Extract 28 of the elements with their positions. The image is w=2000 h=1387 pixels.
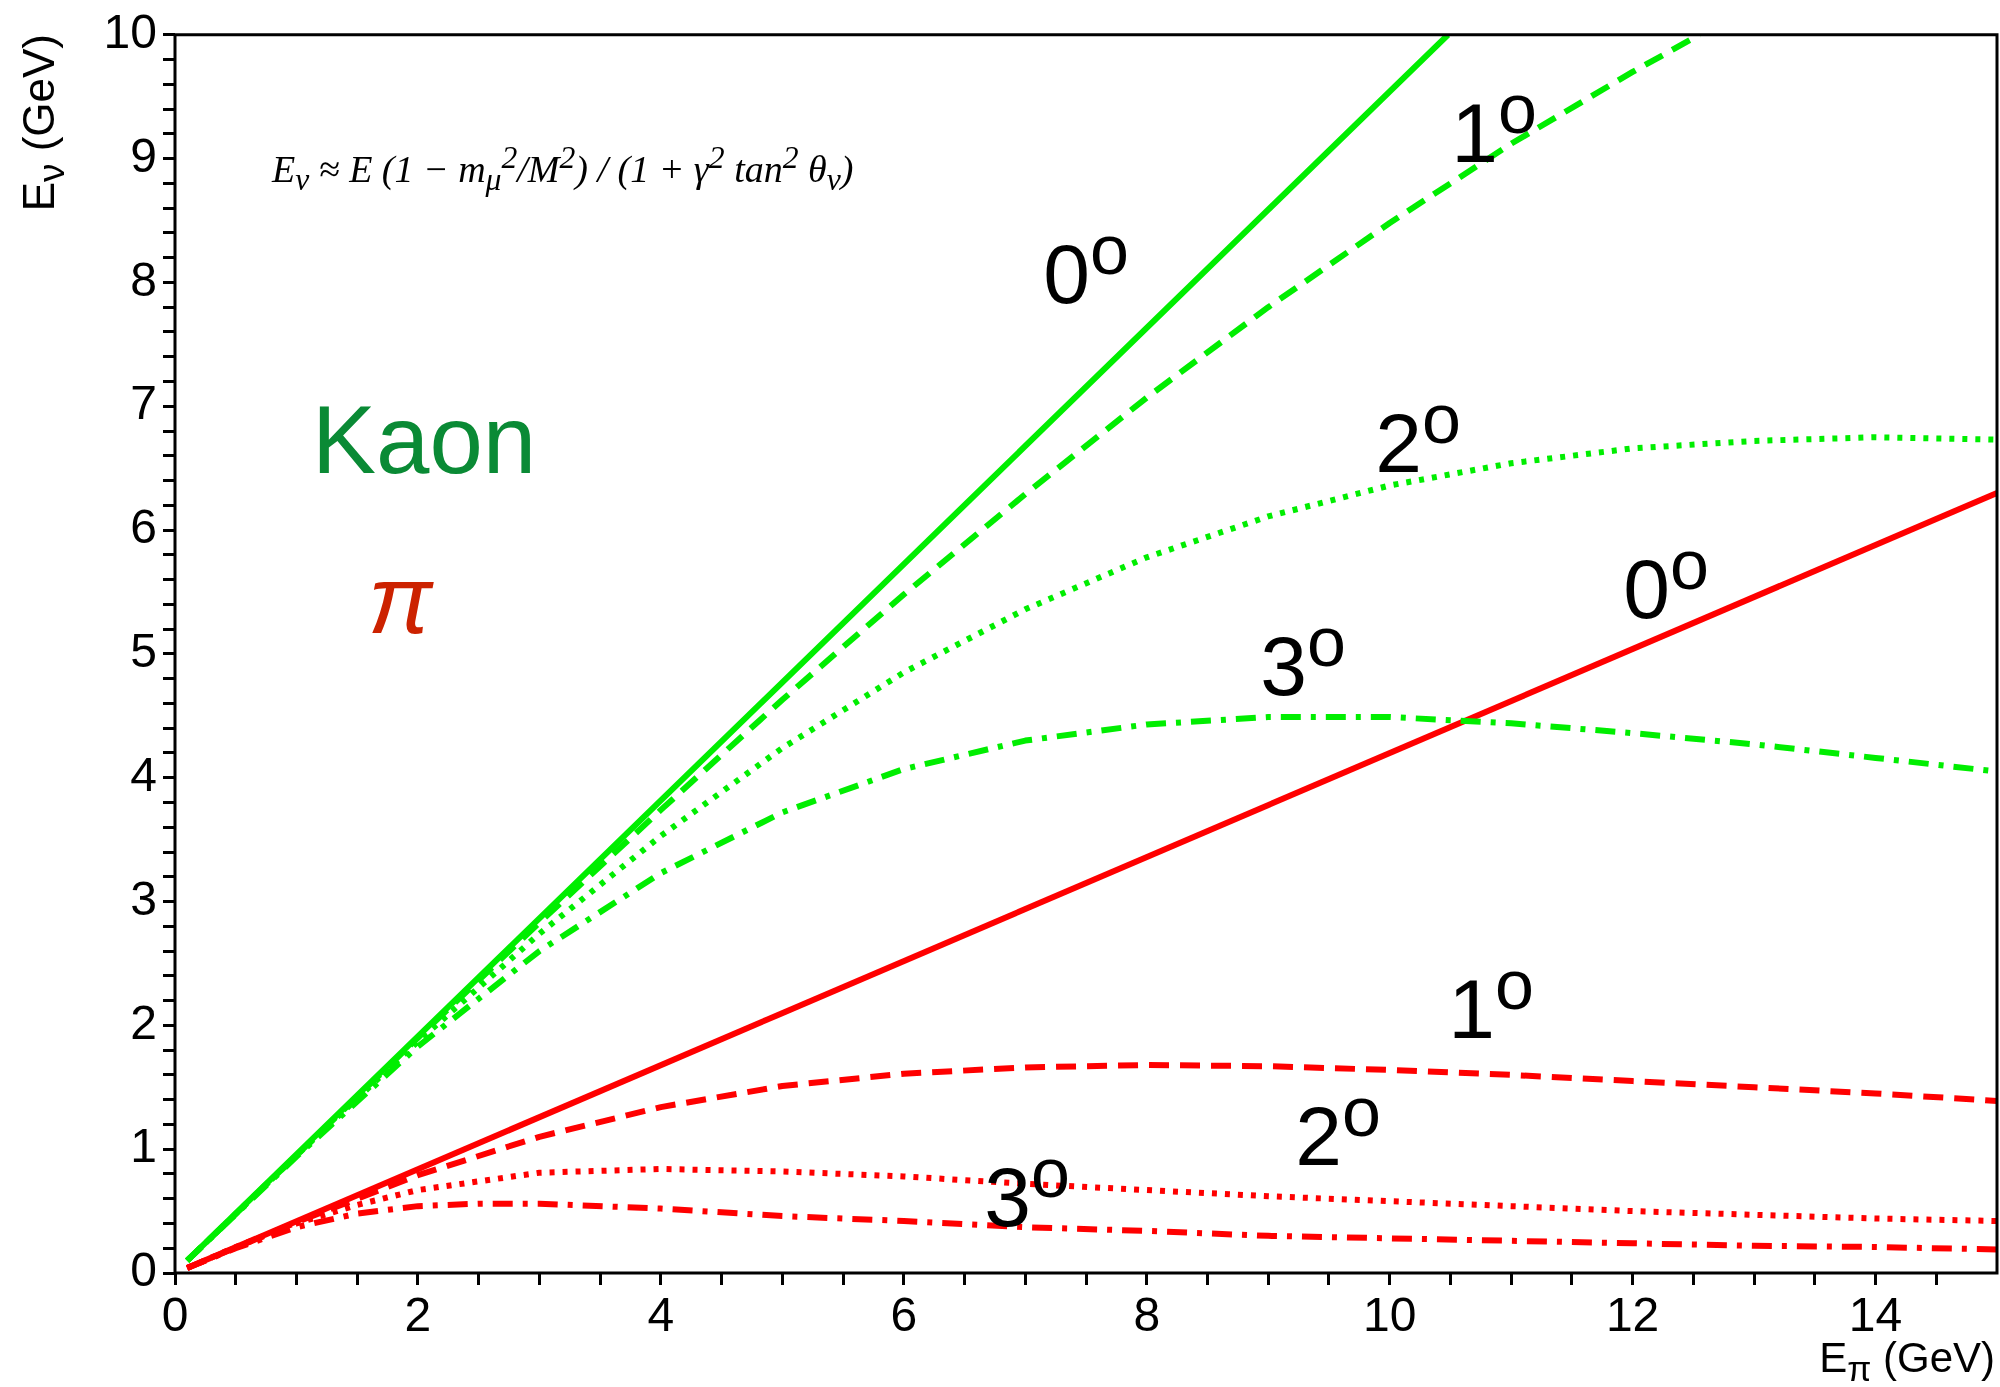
y-tick-label: 5 bbox=[130, 624, 157, 678]
y-tick-label: 6 bbox=[130, 500, 157, 554]
annotation: 2$^{o}$ bbox=[1375, 379, 1461, 490]
x-tick-label: 10 bbox=[1362, 1288, 1417, 1342]
x-tick-label: 6 bbox=[890, 1288, 918, 1342]
annotation: 0$^{o}$ bbox=[1623, 525, 1709, 636]
y-tick-label: 7 bbox=[130, 376, 157, 430]
annotation: 1$^{o}$ bbox=[1448, 945, 1534, 1056]
y-tick-label: 3 bbox=[130, 871, 157, 925]
y-tick-label: 2 bbox=[130, 995, 157, 1049]
annotation: 0$^{o}$ bbox=[1043, 210, 1129, 321]
text: E$_{ν}$ ≈ E (1 − m$_{μ}$$^{2}$/M$^{2}$) / (1 + γ$^{2}$ tan$^{2}$ θ$_{ν}$) bbox=[272, 140, 854, 198]
annotation: 3$^{o}$ bbox=[984, 1133, 1070, 1244]
y-tick-label: 8 bbox=[130, 252, 157, 306]
annotation: π bbox=[368, 545, 433, 655]
x-tick-label: 12 bbox=[1605, 1288, 1660, 1342]
y-tick-label: 0 bbox=[130, 1243, 157, 1297]
annotation: 1$^{o}$ bbox=[1451, 69, 1537, 180]
annotation: 2$^{o}$ bbox=[1295, 1072, 1381, 1183]
y-tick-label: 9 bbox=[130, 128, 157, 182]
y-tick-label: 1 bbox=[130, 1119, 157, 1173]
y-tick-label: 4 bbox=[130, 747, 157, 801]
annotation: Kaon bbox=[312, 385, 537, 495]
x-tick-label: 2 bbox=[404, 1288, 432, 1342]
x-tick-label: 4 bbox=[647, 1288, 675, 1342]
y-tick-label: 10 bbox=[103, 5, 157, 59]
x-tick-label: 8 bbox=[1133, 1288, 1161, 1342]
annotation: 3$^{o}$ bbox=[1260, 602, 1346, 713]
